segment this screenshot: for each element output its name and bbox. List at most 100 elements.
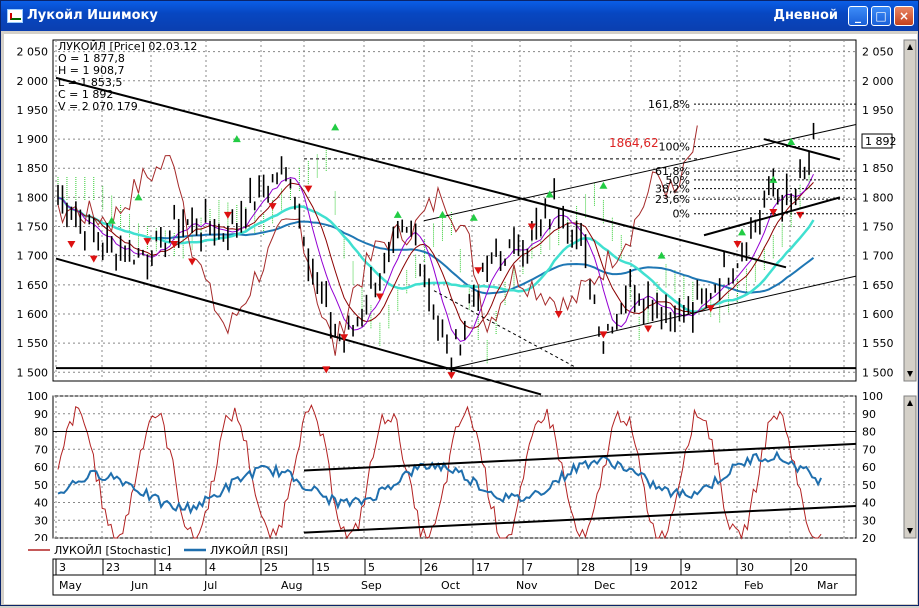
buy-signal-icon — [331, 123, 340, 131]
time-month-label: May — [59, 579, 82, 592]
osc-y-tick-right: 60 — [862, 461, 876, 474]
time-month-label: Oct — [441, 579, 461, 592]
osc-y-tick-right: 90 — [862, 408, 876, 421]
time-day-label: 4 — [209, 561, 216, 574]
price-y-tick-left: 1 800 — [17, 191, 49, 204]
fib-level-label: 100% — [659, 141, 690, 154]
oscillator-scrollbar[interactable] — [903, 395, 917, 539]
price-y-tick-right: 1 550 — [862, 337, 894, 350]
ohlc-info-line: O = 1 877,8 — [58, 52, 125, 65]
price-panel[interactable] — [52, 39, 857, 382]
price-y-tick-right: 1 600 — [862, 308, 894, 321]
sell-signal-icon — [644, 325, 653, 333]
time-month-label: 2012 — [670, 579, 698, 592]
timeframe-label: Дневной — [773, 8, 838, 23]
sell-signal-icon — [733, 241, 742, 249]
time-month-label: Sep — [361, 579, 382, 592]
price-y-tick-right: 1 800 — [862, 191, 894, 204]
title-bar[interactable]: Лукойл Ишимоку Дневной _ □ × — [1, 1, 918, 31]
fib-level-label: 161,8% — [648, 98, 690, 111]
buy-signal-icon — [469, 213, 478, 221]
ohlc-info-line: C = 1 892 — [58, 88, 113, 101]
time-day-label: 7 — [526, 561, 533, 574]
scroll-down-icon[interactable] — [907, 371, 913, 377]
time-day-label: 5 — [368, 561, 375, 574]
fib-level-label: 0% — [673, 208, 690, 221]
osc-y-tick-left: 100 — [27, 390, 48, 403]
fib-level-label: 38,2% — [655, 183, 690, 196]
close-button[interactable]: × — [894, 6, 914, 26]
buy-signal-icon — [787, 138, 796, 146]
rsi-line — [57, 450, 823, 515]
sell-signal-icon — [143, 238, 152, 246]
time-day-label: 20 — [794, 561, 808, 574]
osc-trend-lower — [303, 505, 857, 534]
time-month-label: Feb — [744, 579, 763, 592]
buy-signal-icon — [438, 210, 447, 218]
buy-signal-icon — [134, 193, 143, 201]
last-price-box — [861, 133, 893, 149]
time-day-label: 19 — [634, 561, 648, 574]
price-y-tick-left: 1 500 — [17, 366, 49, 379]
price-y-tick-left: 1 700 — [17, 250, 49, 263]
time-month-label: Aug — [281, 579, 302, 592]
maximize-button[interactable]: □ — [871, 6, 891, 26]
time-axis[interactable] — [52, 558, 857, 596]
sell-signal-icon — [474, 267, 483, 275]
channel-line-top — [423, 124, 857, 222]
time-day-label: 23 — [106, 561, 120, 574]
price-y-tick-right: 1 750 — [862, 221, 894, 234]
sell-signal-icon — [89, 255, 98, 263]
osc-y-tick-right: 30 — [862, 514, 876, 527]
osc-y-tick-left: 30 — [34, 514, 48, 527]
sell-signal-icon — [447, 372, 456, 380]
time-month-label: Mar — [817, 579, 838, 592]
price-y-tick-right: 1 950 — [862, 104, 894, 117]
buy-signal-icon — [738, 228, 746, 236]
osc-y-tick-right: 100 — [862, 390, 883, 403]
price-y-tick-right: 2 050 — [862, 46, 894, 59]
osc-scroll-up-icon[interactable] — [907, 400, 913, 406]
ohlc-info: ЛУКОЙЛ [Price] 02.03.12O = 1 877,8H = 1 … — [58, 40, 197, 113]
rsi-legend-label: ЛУКОЙЛ [RSI] — [210, 544, 288, 557]
marker-value-label: 1864,62 — [609, 136, 659, 150]
osc-y-tick-right: 70 — [862, 443, 876, 456]
price-y-tick-left: 1 550 — [17, 337, 49, 350]
price-y-tick-right: 1 500 — [862, 366, 894, 379]
minimize-button[interactable]: _ — [848, 6, 868, 26]
sell-signal-icon — [67, 241, 76, 249]
scroll-up-icon[interactable] — [907, 44, 913, 50]
stochastic-line — [57, 404, 822, 540]
legend-bar — [4, 541, 856, 557]
osc-y-tick-right: 80 — [862, 426, 876, 439]
buy-signal-icon — [599, 181, 608, 189]
time-day-label: 15 — [316, 561, 330, 574]
price-y-tick-left: 2 000 — [17, 75, 49, 88]
short-support — [703, 196, 841, 237]
osc-scroll-down-icon[interactable] — [907, 528, 913, 534]
trend-line-upper — [55, 76, 787, 269]
buy-signal-icon — [769, 175, 778, 183]
chart-app-icon — [7, 9, 23, 23]
time-day-label: 9 — [684, 561, 691, 574]
osc-y-tick-left: 40 — [34, 497, 48, 510]
time-month-label: Dec — [594, 579, 615, 592]
time-day-label: 14 — [158, 561, 172, 574]
window-title: Лукойл Ишимоку — [27, 8, 158, 23]
buy-signal-icon — [545, 190, 554, 198]
price-y-tick-left: 1 850 — [17, 162, 49, 175]
osc-y-tick-left: 70 — [34, 443, 48, 456]
osc-y-tick-left: 80 — [34, 426, 48, 439]
time-day-label: 30 — [740, 561, 754, 574]
last-price-label: 1 892 — [865, 135, 897, 148]
osc-y-tick-right: 50 — [862, 479, 876, 492]
price-scrollbar[interactable] — [903, 39, 917, 382]
sell-signal-icon — [769, 208, 778, 216]
ohlc-info-line: V = 2 070 179 — [58, 100, 138, 113]
buy-signal-icon — [107, 216, 116, 224]
time-day-label: 3 — [59, 561, 66, 574]
sell-signal-icon — [304, 185, 313, 193]
